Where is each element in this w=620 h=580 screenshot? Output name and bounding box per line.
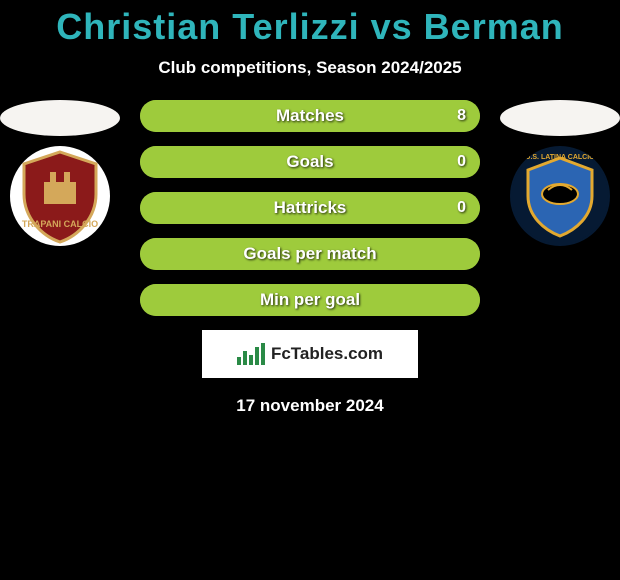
stat-bar-min-per-goal: Min per goal: [140, 284, 480, 316]
stat-bar-label: Goals per match: [140, 238, 480, 270]
left-club-crest: TRAPANI CALCIO: [10, 146, 110, 246]
stat-bar-label: Goals: [140, 146, 480, 178]
comparison-content: TRAPANI CALCIO U.S. LATINA CALCIO Matche…: [0, 100, 620, 316]
stat-bar-matches: Matches8: [140, 100, 480, 132]
stat-bar-label: Min per goal: [140, 284, 480, 316]
page-title: Christian Terlizzi vs Berman: [0, 0, 620, 48]
stat-bar-value: 0: [457, 192, 466, 224]
logo-text: FcTables.com: [271, 344, 383, 364]
left-crest-text: TRAPANI CALCIO: [10, 220, 110, 230]
stat-bar-goals-per-match: Goals per match: [140, 238, 480, 270]
stat-bar-value: 8: [457, 100, 466, 132]
stat-bars: Matches8Goals0Hattricks0Goals per matchM…: [140, 100, 480, 316]
stat-bar-label: Hattricks: [140, 192, 480, 224]
left-player-col: TRAPANI CALCIO: [0, 100, 120, 246]
stat-bar-hattricks: Hattricks0: [140, 192, 480, 224]
right-player-col: U.S. LATINA CALCIO: [500, 100, 620, 246]
bar-chart-icon: [237, 343, 265, 365]
fctables-logo: FcTables.com: [202, 330, 418, 378]
right-crest-text: U.S. LATINA CALCIO: [510, 154, 610, 162]
stat-bar-label: Matches: [140, 100, 480, 132]
date-text: 17 november 2024: [0, 396, 620, 416]
right-club-crest: U.S. LATINA CALCIO: [510, 146, 610, 246]
page-subtitle: Club competitions, Season 2024/2025: [0, 58, 620, 78]
stat-bar-goals: Goals0: [140, 146, 480, 178]
left-player-oval: [0, 100, 120, 136]
right-player-oval: [500, 100, 620, 136]
shield-icon: [10, 146, 110, 246]
stat-bar-value: 0: [457, 146, 466, 178]
